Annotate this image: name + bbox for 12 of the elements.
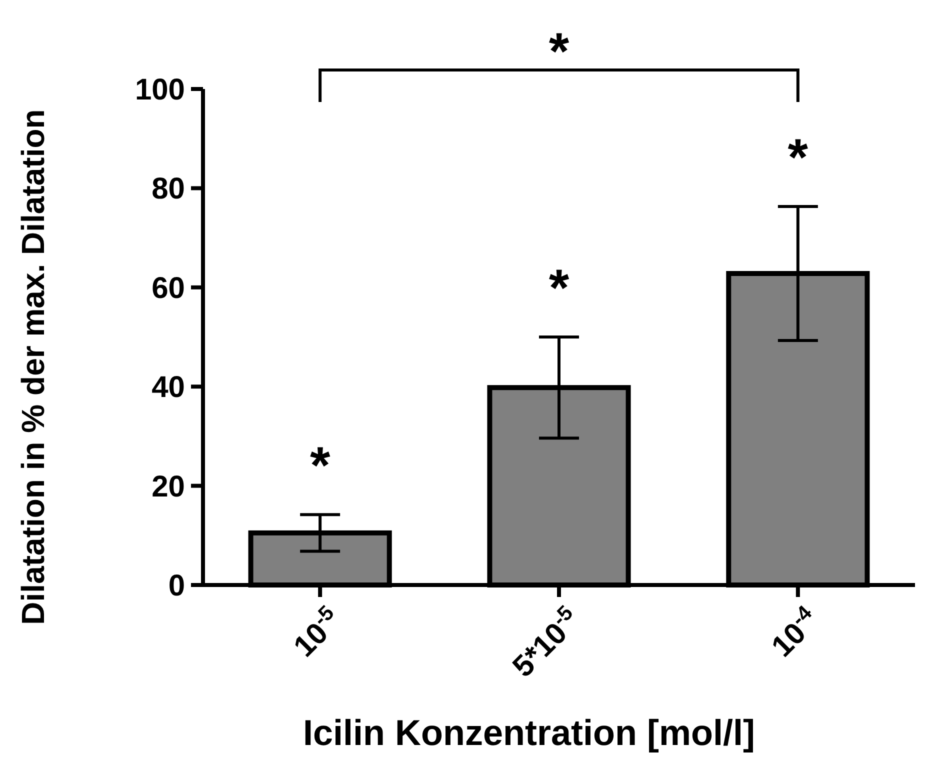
y-tick-label: 0 [168, 570, 185, 602]
annotation: * [788, 128, 809, 187]
y-tick-label: 100 [134, 74, 185, 106]
y-tick-label: 60 [152, 272, 185, 305]
annotation: * [548, 259, 570, 318]
y-axis-title: Dilatation in % der max. Dilatation [15, 109, 51, 625]
annotation: * [310, 436, 331, 495]
text: * [548, 22, 570, 81]
y-tick-label: 20 [152, 470, 185, 504]
y-tick-label: 80 [152, 172, 185, 206]
x-axis-title: Icilin Konzentration [mol/l] [303, 712, 755, 753]
y-tick-label: 40 [152, 371, 185, 404]
